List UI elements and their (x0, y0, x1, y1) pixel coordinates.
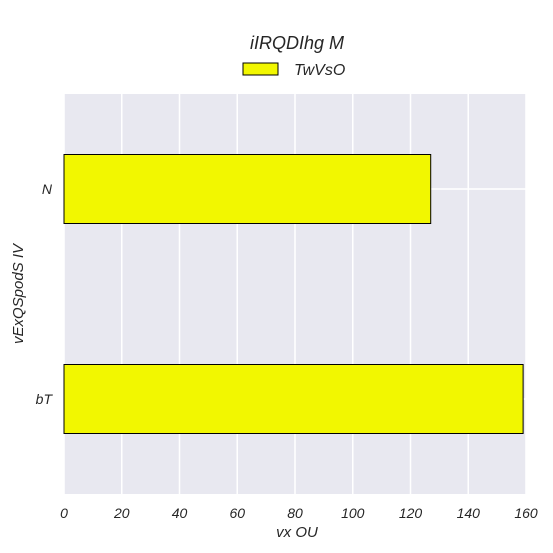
x-tick-label: 80 (287, 505, 303, 521)
legend-swatch (242, 62, 279, 76)
x-tick-label: 60 (229, 505, 245, 521)
y-axis-label: vExQSpodS IV (10, 242, 27, 344)
legend: TwVsO (242, 62, 345, 79)
bars (63, 154, 524, 434)
bar (63, 364, 524, 434)
y-tick-label: bT (36, 391, 54, 407)
x-tick-label: 120 (399, 505, 423, 521)
x-tick-label: 160 (514, 505, 538, 521)
y-tick-label: N (42, 181, 53, 197)
bar (63, 154, 432, 224)
x-tick-label: 140 (457, 505, 481, 521)
x-tick-label: 0 (60, 505, 68, 521)
x-tick-label: 20 (113, 505, 130, 521)
x-axis-label: vx OU (276, 524, 318, 541)
legend-label: TwVsO (294, 62, 345, 79)
x-tick-label: 40 (172, 505, 188, 521)
x-tick-label: 100 (341, 505, 365, 521)
tick-labels: 0 20 40 60 80 100 120 140 160 NbT (36, 181, 538, 521)
chart-title: iIRQDIhg M (250, 33, 344, 53)
